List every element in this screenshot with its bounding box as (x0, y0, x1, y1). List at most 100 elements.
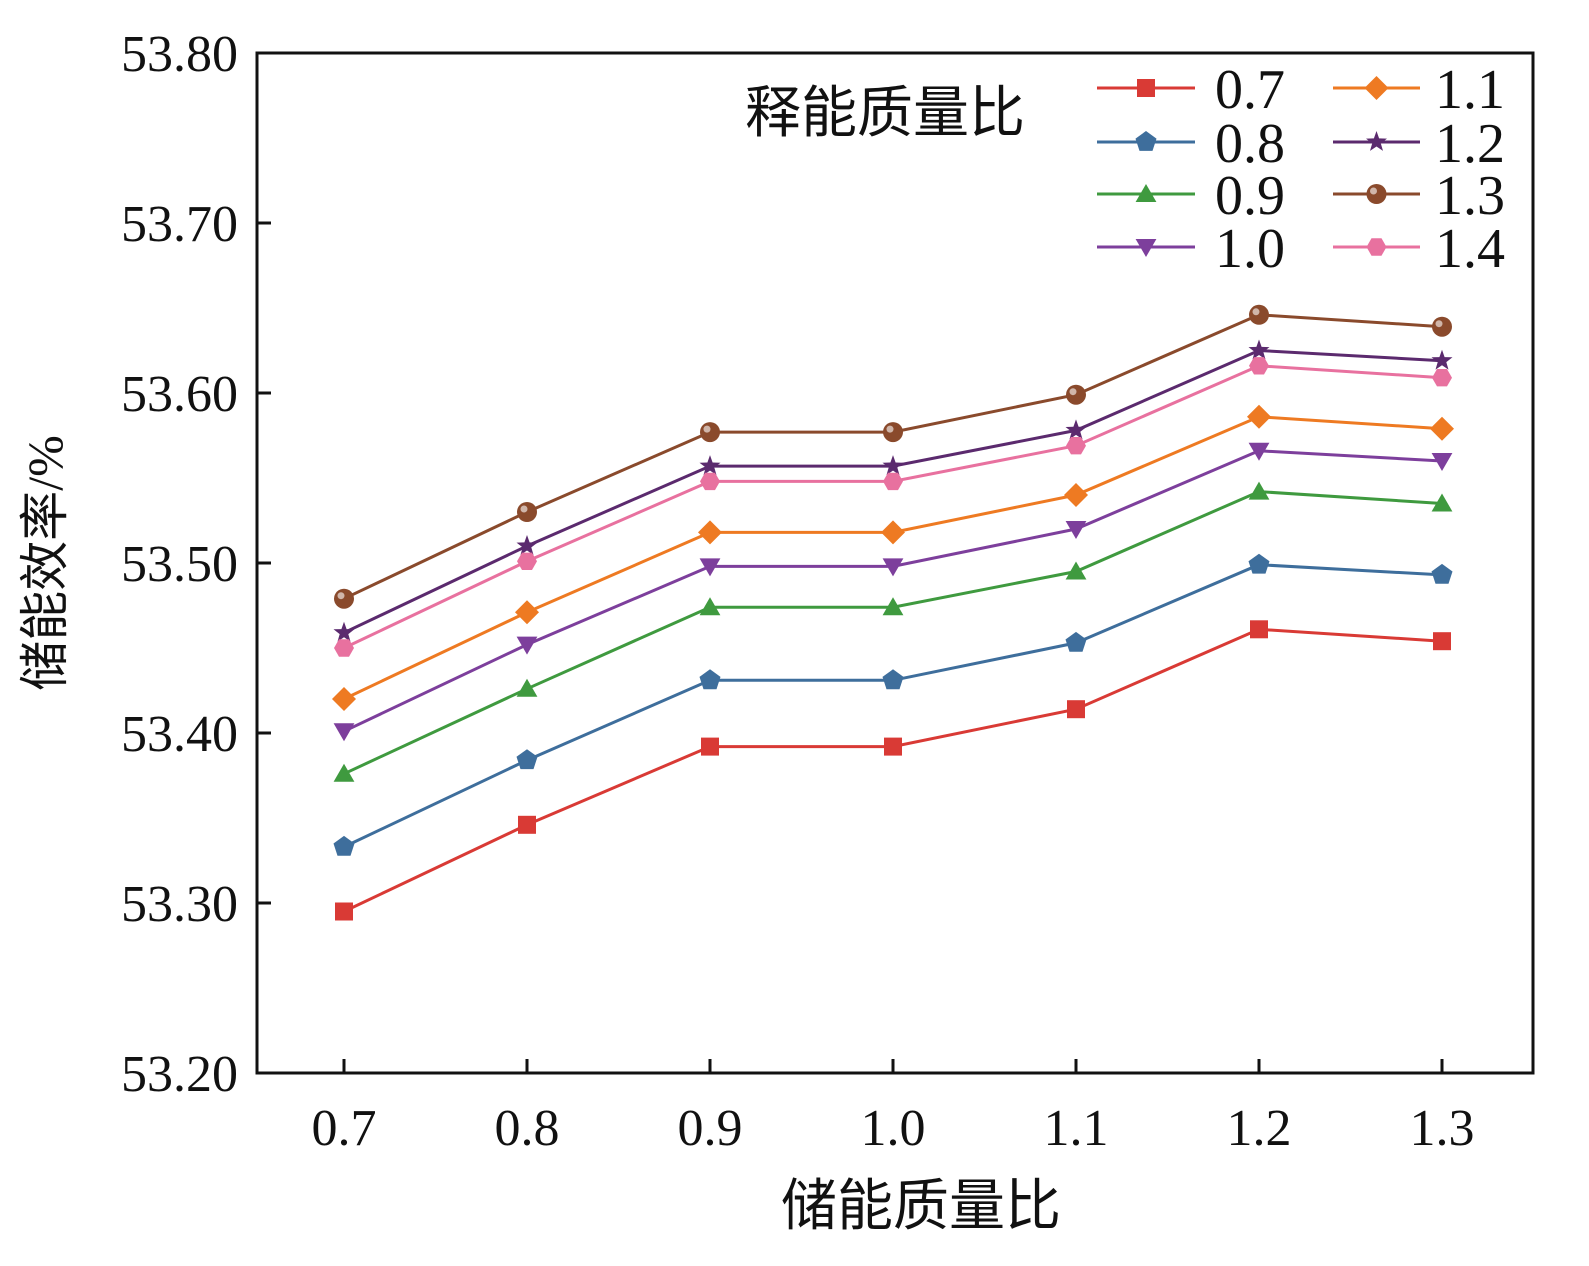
legend-entry: 1.3 (1333, 165, 1505, 227)
square-marker (335, 902, 353, 921)
triangle-down-marker (333, 723, 355, 742)
pentagon-marker (333, 835, 355, 856)
x-tick-label: 0.8 (495, 1100, 560, 1157)
pentagon-marker (1431, 563, 1453, 584)
circle-marker (1432, 316, 1452, 337)
square-marker (884, 737, 902, 756)
diamond-marker (515, 600, 539, 625)
circle-marker-highlight (703, 425, 711, 433)
triangle-up-marker (516, 678, 538, 697)
star-marker (1248, 339, 1270, 360)
triangle-down-marker (882, 558, 904, 577)
hexagon-marker (334, 639, 354, 657)
triangle-up-marker (1135, 184, 1157, 202)
triangle-up-marker (699, 597, 721, 616)
star-marker (882, 455, 904, 475)
x-tick-label: 0.9 (678, 1100, 743, 1157)
circle-marker (700, 422, 720, 443)
star-marker (1366, 131, 1387, 151)
series-0.8 (333, 553, 1453, 856)
square-marker (701, 737, 719, 756)
legend-label: 1.0 (1215, 218, 1285, 280)
triangle-down-marker (1248, 442, 1270, 461)
circle-marker (1366, 184, 1387, 204)
series-1.0 (333, 442, 1453, 742)
pentagon-marker (1135, 131, 1157, 151)
hexagon-marker (1249, 357, 1269, 375)
x-tick-label: 0.7 (312, 1100, 377, 1157)
diamond-marker (881, 520, 905, 545)
legend-label: 0.7 (1215, 59, 1285, 121)
triangle-down-marker (1135, 239, 1157, 257)
x-tick-label: 1.0 (861, 1100, 926, 1157)
circle-marker-highlight (520, 505, 528, 513)
triangle-up-marker (1431, 493, 1453, 512)
circle-marker-body (1249, 304, 1269, 325)
circle-marker-highlight (337, 592, 345, 600)
x-tick-label: 1.1 (1044, 1100, 1109, 1157)
legend-entry: 0.9 (1097, 165, 1285, 227)
circle-marker-body (883, 422, 903, 443)
diamond-marker (1364, 76, 1389, 100)
triangle-up-marker (882, 597, 904, 616)
star-marker (333, 621, 355, 642)
diamond-marker (698, 520, 722, 545)
triangle-down-marker (699, 558, 721, 577)
triangle-down-marker (1431, 453, 1453, 471)
pentagon-marker (1248, 553, 1270, 574)
y-tick-label: 53.20 (121, 1046, 238, 1103)
x-tick-label: 1.3 (1410, 1100, 1475, 1157)
circle-marker-body (1066, 384, 1086, 405)
hexagon-marker (517, 552, 537, 570)
circle-marker (1066, 384, 1086, 405)
pentagon-marker (699, 669, 721, 690)
legend-entry: 1.2 (1333, 113, 1505, 175)
circle-marker-body (700, 422, 720, 443)
legend-label: 1.3 (1435, 165, 1505, 227)
pentagon-marker (1065, 631, 1087, 652)
circle-marker-highlight (1252, 308, 1260, 316)
y-axis-label: 储能效率/% (17, 435, 73, 691)
star-marker (516, 535, 538, 555)
series-1.4 (334, 357, 1452, 657)
series-1.2 (333, 339, 1453, 642)
series-1.1 (332, 404, 1454, 711)
square-marker (1137, 79, 1155, 97)
triangle-down-marker (1065, 521, 1087, 539)
plot-marks (332, 304, 1454, 921)
circle-marker (883, 422, 903, 443)
square-marker (1067, 700, 1085, 719)
hexagon-marker (1066, 437, 1086, 455)
y-tick-label: 53.50 (121, 536, 238, 593)
hexagon-marker (1366, 238, 1387, 256)
legend: 释能质量比 0.70.80.91.0 1.11.21.31.4 (745, 59, 1505, 280)
star-marker (699, 455, 721, 475)
series-0.9 (333, 481, 1453, 782)
y-tick-label: 53.70 (121, 196, 238, 253)
diamond-marker (332, 687, 356, 711)
circle-marker-body (1432, 316, 1452, 337)
legend-entry: 1.4 (1333, 218, 1505, 280)
star-marker (1065, 419, 1087, 440)
legend-label: 0.9 (1215, 165, 1285, 227)
y-tick-label: 53.60 (121, 366, 238, 423)
diamond-marker (1064, 483, 1088, 507)
x-axis-label: 储能质量比 (781, 1176, 1061, 1238)
hexagon-marker (700, 472, 720, 491)
series-1.3 (334, 304, 1452, 609)
circle-marker-body (517, 502, 537, 522)
triangle-up-marker (333, 763, 355, 782)
star-marker (1431, 349, 1453, 370)
circle-marker (334, 588, 354, 609)
triangle-up-marker (1248, 481, 1270, 500)
hexagon-marker (883, 472, 903, 491)
pentagon-marker (882, 669, 904, 690)
y-tick-label: 53.30 (121, 876, 238, 933)
legend-title: 释能质量比 (745, 83, 1025, 145)
series-0.7 (335, 620, 1451, 921)
legend-label: 1.2 (1435, 113, 1505, 175)
hexagon-marker (1432, 369, 1452, 387)
x-tick-label: 1.2 (1227, 1100, 1292, 1157)
